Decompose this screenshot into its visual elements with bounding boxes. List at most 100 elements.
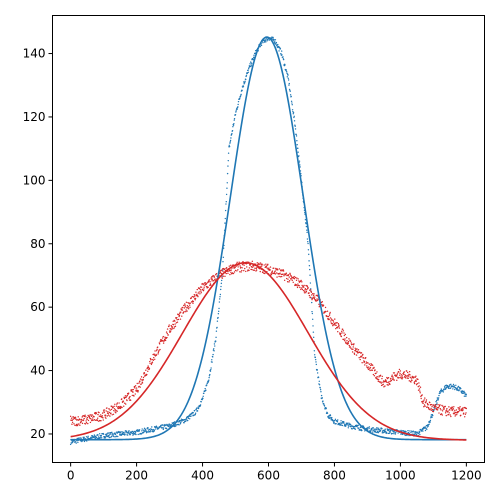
data-point xyxy=(361,429,363,432)
data-point xyxy=(213,350,215,352)
scatter-series-1 xyxy=(69,260,468,427)
data-point xyxy=(414,376,416,378)
data-point xyxy=(418,431,421,434)
data-point xyxy=(338,327,341,329)
data-point xyxy=(262,42,264,44)
data-point xyxy=(248,68,250,70)
data-point xyxy=(125,403,127,405)
data-point xyxy=(188,308,190,310)
data-point xyxy=(260,44,263,47)
data-point xyxy=(307,241,309,243)
data-point xyxy=(424,405,426,407)
data-point xyxy=(91,437,93,439)
data-point xyxy=(214,278,216,280)
data-point xyxy=(309,282,312,284)
data-point xyxy=(269,269,271,271)
data-point xyxy=(389,383,391,386)
data-point xyxy=(239,265,241,267)
data-point xyxy=(150,358,152,361)
data-point xyxy=(82,419,85,421)
data-point xyxy=(180,421,182,424)
data-point xyxy=(111,414,113,416)
data-point xyxy=(403,373,405,376)
data-point xyxy=(85,422,88,424)
data-point xyxy=(194,299,196,301)
data-point xyxy=(86,440,88,442)
data-point xyxy=(79,419,81,421)
data-point xyxy=(69,415,72,418)
data-point xyxy=(135,389,137,391)
data-point xyxy=(229,139,232,142)
data-point xyxy=(193,409,196,412)
data-point xyxy=(157,350,160,353)
data-point xyxy=(320,394,323,397)
data-point xyxy=(169,327,171,330)
data-point xyxy=(401,378,403,380)
data-point xyxy=(368,363,371,365)
data-point xyxy=(122,433,124,436)
data-point xyxy=(129,399,132,401)
data-point xyxy=(157,346,159,348)
data-point xyxy=(424,429,427,432)
data-point xyxy=(207,380,210,383)
data-point xyxy=(440,391,442,393)
data-point xyxy=(168,325,170,328)
data-point xyxy=(429,419,432,422)
data-point xyxy=(187,417,190,420)
data-point xyxy=(159,340,162,343)
data-point xyxy=(280,269,282,271)
data-point xyxy=(389,431,391,433)
data-point xyxy=(443,388,445,390)
data-point xyxy=(310,291,313,293)
data-point xyxy=(138,429,141,431)
data-point xyxy=(274,270,276,272)
data-point xyxy=(322,304,325,306)
data-point xyxy=(344,425,347,427)
data-point xyxy=(280,53,282,55)
data-point xyxy=(113,409,115,412)
data-point xyxy=(315,363,318,366)
data-point xyxy=(453,411,455,413)
data-point xyxy=(211,359,213,361)
data-point xyxy=(451,406,454,408)
data-point xyxy=(186,307,188,309)
data-point xyxy=(139,386,141,388)
data-point xyxy=(107,412,109,415)
data-point xyxy=(263,264,265,266)
data-point xyxy=(94,419,97,421)
data-point xyxy=(316,369,319,371)
data-point xyxy=(453,385,455,387)
data-point xyxy=(210,367,212,369)
data-point xyxy=(330,418,333,420)
data-point xyxy=(226,187,228,189)
data-point xyxy=(101,415,104,417)
data-point xyxy=(351,351,354,353)
data-point xyxy=(100,434,103,437)
data-point xyxy=(244,80,246,83)
data-point xyxy=(373,375,376,377)
data-point xyxy=(121,431,123,433)
data-point xyxy=(425,400,427,402)
data-point xyxy=(219,288,222,291)
data-point xyxy=(233,267,235,269)
data-point xyxy=(266,40,268,42)
data-point xyxy=(305,222,307,225)
data-point xyxy=(405,431,407,433)
data-point xyxy=(437,397,440,399)
data-point xyxy=(382,383,384,386)
data-point xyxy=(372,427,375,429)
data-point xyxy=(416,382,418,385)
data-point xyxy=(436,402,438,404)
data-point xyxy=(453,406,455,408)
data-point xyxy=(181,315,183,317)
data-point xyxy=(372,431,374,433)
data-point xyxy=(429,401,431,404)
data-point xyxy=(246,72,249,74)
data-point xyxy=(371,369,374,371)
data-point xyxy=(201,288,204,291)
data-point xyxy=(433,408,435,411)
data-point xyxy=(379,374,382,376)
data-point xyxy=(83,417,85,420)
data-point xyxy=(400,433,402,435)
data-point xyxy=(403,371,406,373)
